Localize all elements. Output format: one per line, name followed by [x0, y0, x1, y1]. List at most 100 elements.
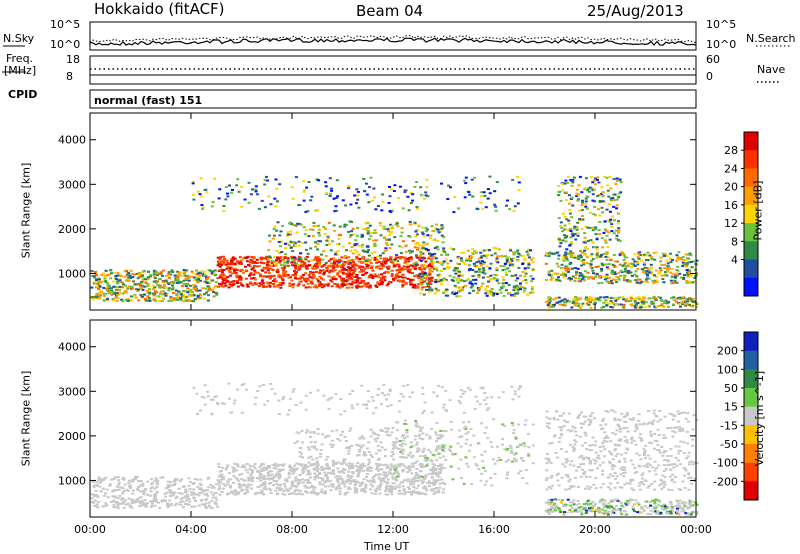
echo-cell	[321, 258, 325, 261]
echo-cell	[457, 207, 461, 210]
echo-cell	[614, 296, 618, 299]
echo-cell	[373, 251, 377, 254]
echo-cell	[294, 477, 298, 480]
echo-cell	[269, 203, 273, 206]
echo-cell	[185, 493, 189, 496]
echo-cell	[106, 282, 110, 285]
echo-cell	[482, 269, 486, 272]
echo-cell	[211, 485, 215, 488]
echo-cell	[446, 198, 450, 200]
echo-cell	[600, 262, 604, 265]
echo-cell	[176, 298, 180, 301]
echo-cell	[571, 234, 575, 237]
echo-cell	[672, 281, 676, 284]
echo-cell	[325, 464, 329, 467]
echo-cell	[574, 256, 578, 259]
echo-cell	[276, 465, 280, 468]
echo-cell	[609, 305, 613, 308]
echo-cell	[586, 226, 590, 229]
echo-cell	[388, 434, 392, 437]
echo-cell	[610, 269, 614, 272]
echo-cell	[495, 291, 498, 294]
echo-cell	[460, 289, 464, 292]
echo-cell	[565, 265, 569, 268]
echo-cell	[360, 233, 364, 236]
colorbar-segment	[744, 150, 758, 169]
echo-cell	[450, 452, 454, 455]
echo-cell	[505, 257, 509, 260]
echo-cell	[452, 276, 456, 279]
echo-cell	[490, 254, 494, 257]
echo-cell	[381, 275, 385, 278]
echo-cell	[300, 259, 304, 261]
echo-cell	[268, 281, 272, 284]
echo-cell	[192, 284, 196, 287]
echo-cell	[289, 230, 293, 233]
echo-cell	[459, 458, 463, 461]
echo-cell	[292, 470, 296, 473]
echo-cell	[141, 501, 145, 504]
echo-cell	[153, 487, 157, 490]
echo-cell	[243, 479, 247, 482]
echo-cell	[611, 301, 615, 304]
echo-cell	[115, 489, 118, 492]
echo-cell	[273, 261, 277, 264]
echo-cell	[261, 482, 265, 485]
echo-cell	[274, 264, 278, 267]
echo-cell	[324, 185, 328, 188]
echo-cell	[176, 274, 180, 277]
echo-cell	[594, 226, 598, 229]
echo-cell	[353, 491, 357, 494]
echo-cell	[358, 437, 362, 440]
echo-cell	[606, 219, 610, 222]
echo-cell	[135, 500, 139, 503]
echo-cell	[465, 279, 469, 282]
echo-cell	[618, 263, 622, 266]
echo-cell	[361, 481, 365, 484]
echo-cell	[390, 465, 394, 468]
echo-cell	[366, 251, 370, 254]
echo-cell	[215, 292, 219, 295]
echo-cell	[492, 292, 496, 295]
echo-cell	[319, 283, 323, 286]
echo-cell	[186, 283, 190, 286]
echo-cell	[113, 506, 117, 509]
echo-cell	[440, 447, 444, 450]
echo-cell	[424, 272, 427, 275]
echo-cell	[458, 429, 462, 432]
echo-cell	[557, 254, 561, 257]
echo-cell	[106, 496, 110, 499]
echo-cell	[501, 438, 505, 441]
echo-cell	[249, 282, 253, 285]
echo-cell	[641, 301, 645, 304]
echo-cell	[514, 437, 518, 440]
echo-cell	[415, 181, 419, 183]
echo-cell	[186, 495, 190, 498]
echo-cell	[291, 261, 294, 264]
echo-cell	[219, 261, 222, 264]
echo-cell	[187, 477, 191, 480]
echo-cell	[301, 472, 305, 474]
echo-cell	[411, 240, 415, 242]
echo-cell	[414, 491, 418, 494]
echo-cell	[478, 271, 482, 274]
echo-cell	[343, 284, 347, 286]
echo-cell	[687, 261, 691, 264]
echo-cell	[293, 469, 297, 472]
echo-cell	[282, 489, 286, 492]
echo-cell	[580, 209, 584, 212]
echo-cell	[422, 487, 426, 490]
echo-cell	[471, 252, 475, 255]
echo-cell	[570, 232, 574, 235]
echo-cell	[318, 272, 322, 274]
echo-cell	[287, 488, 291, 491]
echo-cell	[291, 250, 295, 253]
echo-cell	[300, 261, 304, 263]
echo-cell	[313, 486, 317, 489]
echo-cell	[185, 499, 189, 502]
echo-cell	[166, 502, 169, 505]
echo-cell	[475, 464, 479, 467]
echo-cell	[494, 260, 498, 263]
echo-cell	[139, 281, 143, 284]
echo-cell	[186, 274, 190, 277]
